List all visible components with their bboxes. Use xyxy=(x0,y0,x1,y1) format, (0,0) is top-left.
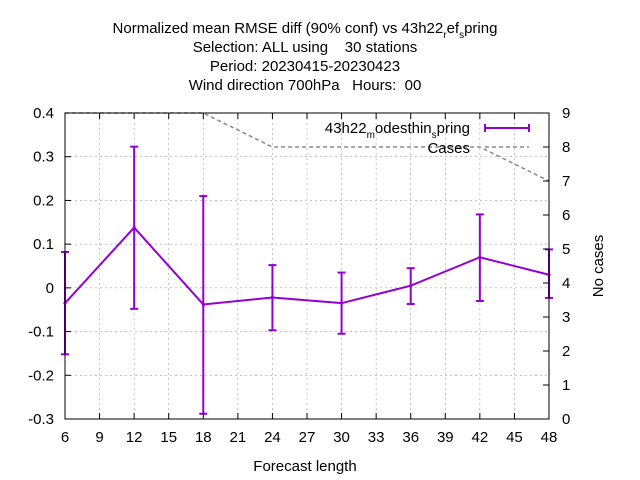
series-line xyxy=(64,226,550,306)
x-tick-label: 42 xyxy=(472,429,489,446)
data-point xyxy=(339,301,344,305)
data-point xyxy=(201,302,205,307)
title-line-2: Selection: ALL using 30 stations xyxy=(193,39,418,56)
y-tick-label: 0 xyxy=(46,280,54,297)
y2-tick-label: 6 xyxy=(562,207,570,224)
x-tick-label: 24 xyxy=(264,429,281,446)
y2-tick-label: 4 xyxy=(562,275,570,292)
title-line-3: Period: 20230415-20230423 xyxy=(210,58,400,75)
y2-tick-label: 9 xyxy=(562,105,570,122)
x-tick-label: 15 xyxy=(160,429,177,446)
x-tick-label: 33 xyxy=(368,429,385,446)
y2-tick-label: 8 xyxy=(562,139,570,156)
y2-tick-label: 0 xyxy=(562,411,570,428)
x-tick-label: 30 xyxy=(333,429,350,446)
x-tick-label: 6 xyxy=(61,429,69,446)
x-tick-label: 39 xyxy=(437,429,454,446)
y2-tick-label: 3 xyxy=(562,309,570,326)
y2-tick-label: 5 xyxy=(562,241,570,258)
ticks: 6 9 12 15 18 21 24 27 30 33 36 39 42 45 480.40.30.20.1… xyxy=(28,105,570,446)
x-axis-label: Forecast length xyxy=(253,458,356,475)
title-line-1: Normalized mean RMSE diff (90% conf) vs … xyxy=(113,20,498,41)
y-tick-label: 0.4 xyxy=(33,105,54,122)
y-tick-label: 0.3 xyxy=(33,149,54,166)
y-tick-label: -0.3 xyxy=(28,411,54,428)
x-tick-label: 45 xyxy=(506,429,523,446)
x-tick-label: 21 xyxy=(230,429,247,446)
x-tick-label: 9 xyxy=(95,429,103,446)
title: Normalized mean RMSE diff (90% conf) vs … xyxy=(113,20,498,94)
y-tick-label: 0.2 xyxy=(33,192,54,209)
legend-label-cases: Cases xyxy=(427,140,470,157)
y2-tick-label: 7 xyxy=(562,173,570,190)
y2-tick-label: 1 xyxy=(562,377,570,394)
y-tick-label: -0.1 xyxy=(28,324,54,341)
x-tick-label: 48 xyxy=(541,429,558,446)
x-tick-label: 27 xyxy=(299,429,316,446)
data-point xyxy=(409,284,413,288)
y-tick-label: 0.1 xyxy=(33,236,54,253)
legend: 43h22modesthinspring Cases xyxy=(325,120,530,157)
data-point xyxy=(132,225,136,230)
x-tick-label: 12 xyxy=(126,429,143,446)
data-point xyxy=(270,295,275,300)
legend-label-series: 43h22modesthinspring xyxy=(325,120,470,141)
title-line-4: Wind direction 700hPa Hours: 00 xyxy=(189,77,422,94)
y-tick-label: -0.2 xyxy=(28,367,54,384)
x-tick-label: 36 xyxy=(402,429,419,446)
y2-tick-label: 2 xyxy=(562,343,570,360)
grid xyxy=(65,113,549,419)
data-point xyxy=(478,255,482,259)
y2-axis-label: No cases xyxy=(590,235,607,298)
x-tick-label: 18 xyxy=(195,429,212,446)
series-43h22 xyxy=(61,145,553,415)
